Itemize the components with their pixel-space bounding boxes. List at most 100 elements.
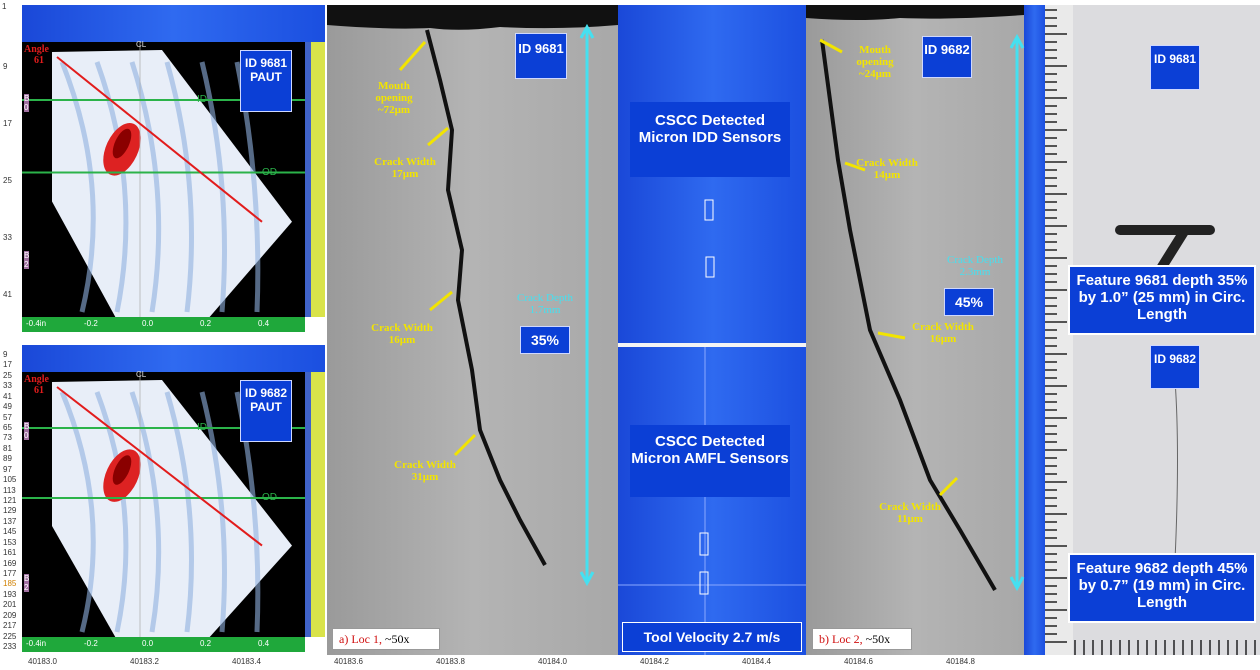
annotation: Crack Width 14µm: [852, 157, 922, 181]
cl-label: CL: [136, 370, 146, 379]
y-tick-label: 217: [3, 621, 16, 630]
y-tick-label: 233: [3, 642, 16, 651]
color-bar-inner: [305, 372, 311, 637]
angle-value: 61: [34, 385, 44, 396]
y-tick-label: 209: [3, 611, 16, 620]
color-bar-inner: [305, 42, 311, 317]
y-tick-label: 153: [3, 538, 16, 547]
annotation: Crack Width 11µm: [875, 501, 945, 525]
amfl-label: CSCC Detected Micron AMFL Sensors: [630, 425, 790, 497]
scan-x-tick: 0.4: [258, 639, 269, 648]
y-tick-label: 177: [3, 569, 16, 578]
y-tick-label: 57: [3, 413, 12, 422]
y-tick-label: 73: [3, 433, 12, 442]
scan-x-tick: 0.4: [258, 319, 269, 328]
y-tick-label: 9: [3, 350, 7, 359]
x-tick-label: 40183.6: [334, 657, 363, 666]
id-badge: ID 9682: [1150, 345, 1200, 389]
b0-label: B 0: [24, 94, 29, 112]
y-tick-label: 225: [3, 632, 16, 641]
y-tick-label: 41: [3, 290, 12, 299]
annotation: Crack Width 16µm: [367, 322, 437, 346]
x-tick-label: 40184.4: [742, 657, 771, 666]
scan-x-tick: -0.4in: [26, 639, 46, 648]
y-tick-label: 201: [3, 600, 16, 609]
y-tick-label: 137: [3, 517, 16, 526]
velocity-label: Tool Velocity 2.7 m/s: [622, 622, 802, 652]
caption-mag: ~50x: [866, 632, 891, 646]
paut-badge: ID 9682 PAUT: [240, 380, 292, 442]
page: {"corner_tick":"1", "paut_panels":[ {"an…: [0, 0, 1260, 670]
y-tick-label: 17: [3, 119, 12, 128]
y-tick-label: 121: [3, 496, 16, 505]
cl-label: CL: [136, 40, 146, 49]
scan-x-tick: 0.0: [142, 639, 153, 648]
y-tick-label: 97: [3, 465, 12, 474]
idd-label: CSCC Detected Micron IDD Sensors: [630, 102, 790, 177]
scan-x-tick: -0.2: [84, 319, 98, 328]
y-tick-label: 169: [3, 559, 16, 568]
y-tick-label: 65: [3, 423, 12, 432]
caption-loc: a) Loc 1,: [339, 632, 382, 646]
id-badge: ID 9682: [922, 36, 972, 78]
b2-label: B 2: [24, 251, 29, 269]
annotation: Crack Width 16µm: [908, 321, 978, 345]
percent-badge: 45%: [944, 288, 994, 316]
y-tick-label: 193: [3, 590, 16, 599]
percent-badge: 35%: [520, 326, 570, 354]
corner-tick: 1: [2, 2, 6, 11]
y-tick-label: 113: [3, 486, 16, 495]
x-tick-label: 40183.0: [28, 657, 57, 666]
id-badge: ID 9681: [1150, 45, 1200, 90]
y-tick-label: 41: [3, 392, 12, 401]
feature-label: Feature 9682 depth 45% by 0.7” (19 mm) i…: [1068, 553, 1256, 623]
scan-x-tick: 0.2: [200, 319, 211, 328]
y-tick-label: 33: [3, 381, 12, 390]
caption: a) Loc 1, ~50x: [332, 628, 440, 650]
y-tick-label: 17: [3, 360, 12, 369]
scan-x-tick: 0.2: [200, 639, 211, 648]
y-tick-label: 25: [3, 176, 12, 185]
x-axis: 40183.0 40183.2 40183.4 40183.6 40183.8 40184…: [0, 655, 1045, 670]
angle-label: Angle: [24, 374, 49, 385]
x-tick-label: 40183.8: [436, 657, 465, 666]
y-tick-label: 25: [3, 371, 12, 380]
y-tick-label: 9: [3, 62, 7, 71]
b0-label: B 0: [24, 422, 29, 440]
scan-x-tick: 0.0: [142, 319, 153, 328]
caption-mag: ~50x: [385, 632, 410, 646]
angle-label: Angle: [24, 44, 49, 55]
x-tick-label: 40184.8: [946, 657, 975, 666]
caption-loc: b) Loc 2,: [819, 632, 863, 646]
x-tick-label: 40184.2: [640, 657, 669, 666]
id-line-label: ID: [197, 94, 207, 105]
annotation: Crack Width 31µm: [390, 459, 460, 483]
od-line-label: OD: [262, 167, 277, 178]
y-tick-label: 49: [3, 402, 12, 411]
angle-value: 61: [34, 55, 44, 66]
y-tick-label: 185: [3, 579, 16, 588]
x-tick-label: 40183.2: [130, 657, 159, 666]
paut-badge: ID 9681 PAUT: [240, 50, 292, 112]
annotation: Crack Width 17µm: [370, 156, 440, 180]
x-tick-label: 40184.0: [538, 657, 567, 666]
depth-label: Crack Depth 1.7mm: [505, 292, 585, 316]
b2-label: B 2: [24, 574, 29, 592]
od-line-label: OD: [262, 492, 277, 503]
y-tick-label: 129: [3, 506, 16, 515]
feature-label: Feature 9681 depth 35% by 1.0” (25 mm) i…: [1068, 265, 1256, 335]
scan-x-tick: -0.2: [84, 639, 98, 648]
annotation: Mouth opening ~24µm: [845, 44, 905, 80]
y-tick-label: 33: [3, 233, 12, 242]
y-tick-label: 81: [3, 444, 12, 453]
y-tick-label: 105: [3, 475, 16, 484]
x-tick-label: 40184.6: [844, 657, 873, 666]
caption: b) Loc 2, ~50x: [812, 628, 912, 650]
annotation: Mouth opening ~72µm: [364, 80, 424, 116]
id-badge: ID 9681: [515, 33, 567, 79]
y-tick-label: 89: [3, 454, 12, 463]
scan-x-tick: -0.4in: [26, 319, 46, 328]
y-tick-label: 145: [3, 527, 16, 536]
id-line-label: ID: [197, 422, 207, 433]
x-tick-label: 40183.4: [232, 657, 261, 666]
